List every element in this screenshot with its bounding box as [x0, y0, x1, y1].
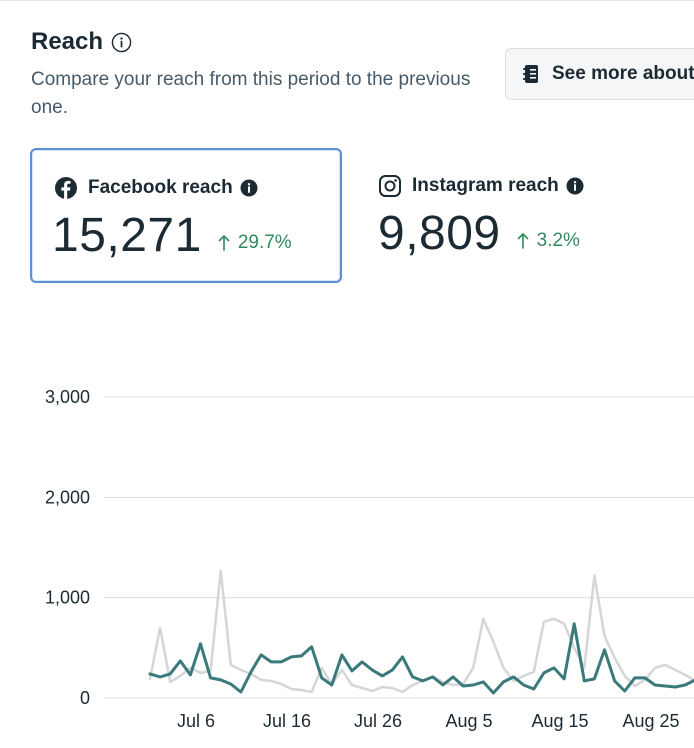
instagram-reach-value: 9,809 [378, 207, 501, 260]
section-header: Reach [31, 28, 132, 56]
y-tick-label: 0 [80, 688, 90, 708]
card-header: Instagram reach [378, 174, 584, 198]
instagram-reach-label: Instagram reach [412, 175, 559, 196]
facebook-icon [55, 177, 77, 199]
x-tick-label: Aug 5 [445, 711, 492, 731]
chart-labels: 3,000 2,000 1,000 0 Jul 6 Jul 16 Jul 26 Aug 5 Au… [45, 387, 680, 731]
x-tick-label: Aug 25 [622, 711, 679, 731]
x-tick-label: Jul 26 [354, 711, 402, 731]
facebook-reach-value: 15,271 [52, 209, 202, 262]
facebook-metric: 15,271 29.7% [52, 208, 292, 263]
x-tick-label: Jul 16 [263, 711, 311, 731]
facebook-reach-delta: 29.7% [218, 232, 292, 254]
instagram-reach-card[interactable]: Instagram reach 9,809 3.2% [358, 148, 658, 283]
card-header: Facebook reach [54, 176, 258, 200]
instagram-icon [379, 175, 401, 197]
arrow-up-icon [218, 235, 230, 251]
instagram-reach-delta: 3.2% [517, 230, 580, 252]
facebook-reach-card[interactable]: Facebook reach 15,271 29.7% [30, 148, 342, 283]
see-more-button[interactable]: See more about [505, 48, 694, 100]
info-icon[interactable] [566, 177, 584, 195]
y-tick-label: 3,000 [45, 387, 90, 407]
page-title: Reach [31, 28, 104, 55]
y-tick-label: 1,000 [45, 588, 90, 608]
y-tick-label: 2,000 [45, 487, 90, 507]
top-divider [0, 0, 694, 1]
info-icon[interactable] [240, 179, 258, 197]
instagram-metric: 9,809 3.2% [378, 206, 580, 261]
facebook-delta-value: 29.7% [237, 232, 292, 253]
x-tick-label: Aug 15 [531, 711, 588, 731]
notebook-icon [523, 65, 538, 83]
see-more-label: See more about [552, 63, 694, 84]
chart-series [148, 569, 694, 695]
instagram-delta-value: 3.2% [536, 230, 580, 251]
chart-gridlines [104, 396, 694, 699]
reach-line-chart: 3,000 2,000 1,000 0 Jul 6 Jul 16 Jul 26 Aug 5 Au… [45, 387, 694, 731]
current-period-line[interactable] [148, 622, 694, 695]
section-description: Compare your reach from this period to t… [31, 69, 471, 118]
arrow-up-icon [517, 233, 528, 249]
info-outline-icon[interactable] [111, 32, 132, 53]
x-tick-label: Jul 6 [177, 711, 215, 731]
facebook-reach-label: Facebook reach [88, 177, 233, 198]
